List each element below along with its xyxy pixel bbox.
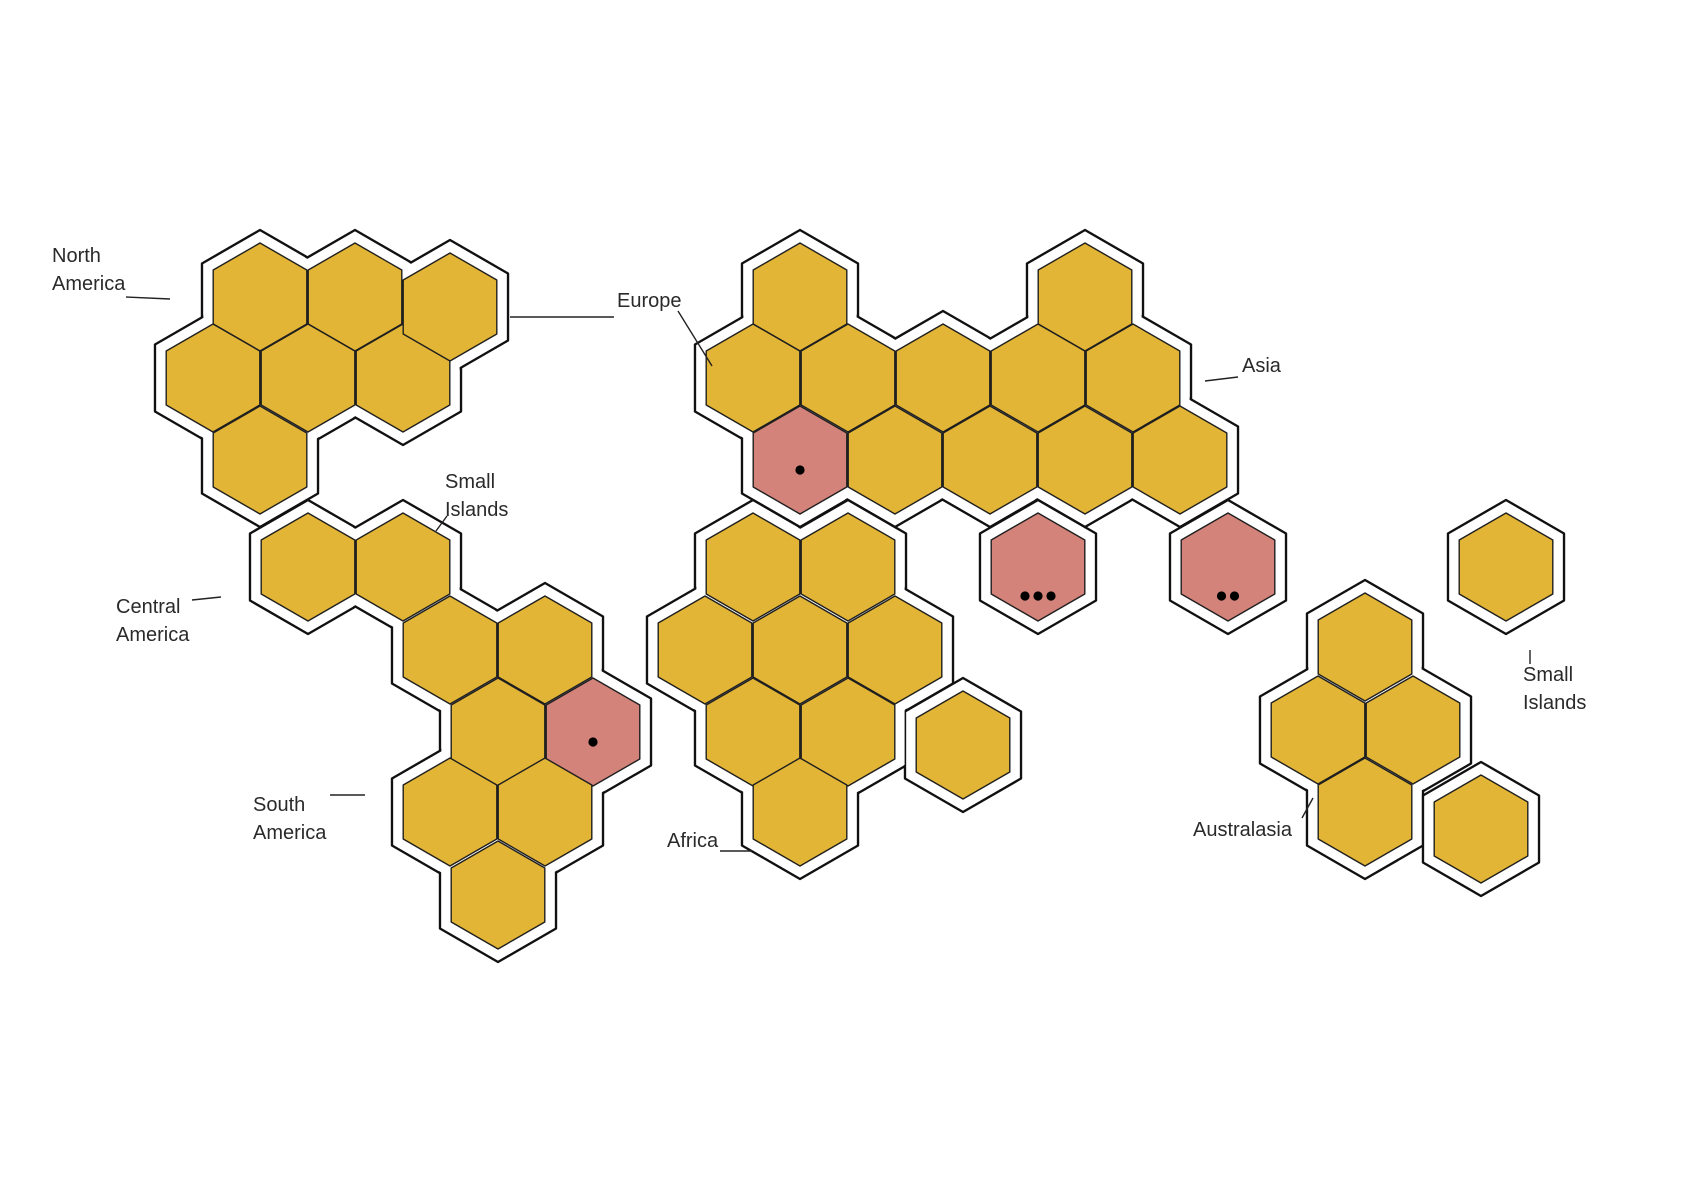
marker-dot bbox=[1216, 591, 1227, 601]
hex-cell bbox=[355, 512, 451, 622]
highlighted-hex-cell bbox=[752, 405, 848, 515]
leader-line-layer bbox=[125, 296, 1531, 852]
marker-dot bbox=[795, 465, 805, 475]
region-label-north-america: North America bbox=[52, 245, 126, 295]
hex-cell bbox=[942, 405, 1038, 515]
marker-dot-layer bbox=[588, 465, 1240, 747]
region-label-asia: Asia bbox=[1242, 355, 1282, 377]
hex-cell bbox=[847, 595, 943, 705]
region-label-line: Australasia bbox=[1193, 819, 1293, 841]
hex-cell bbox=[497, 757, 593, 867]
region-label-line: Europe bbox=[617, 290, 682, 312]
hex-cell bbox=[260, 323, 356, 433]
hex-cell bbox=[705, 512, 801, 622]
hex-cell bbox=[705, 323, 801, 433]
hex-cell bbox=[1365, 675, 1461, 785]
hex-cell bbox=[1085, 323, 1181, 433]
hex-cell bbox=[1433, 774, 1529, 884]
leader-line bbox=[125, 296, 171, 300]
marker-dot bbox=[1020, 591, 1030, 601]
region-label-line: America bbox=[116, 624, 190, 646]
region-label-line: Islands bbox=[445, 499, 508, 521]
hex-cell bbox=[450, 840, 546, 950]
region-label-line: Central bbox=[116, 596, 180, 618]
marker-dot bbox=[1033, 591, 1043, 601]
marker-dot bbox=[1046, 591, 1056, 601]
region-label-line: Africa bbox=[667, 830, 719, 852]
region-label-australasia: Australasia bbox=[1193, 819, 1293, 841]
hex-cell bbox=[752, 757, 848, 867]
hex-cell bbox=[1270, 675, 1366, 785]
highlighted-hex-cell bbox=[545, 677, 641, 787]
region-label-line: South bbox=[253, 794, 305, 816]
hex-cell bbox=[800, 512, 896, 622]
hex-cell bbox=[402, 252, 498, 362]
hex-cell bbox=[915, 690, 1011, 800]
region-label-line: Small bbox=[1523, 664, 1573, 686]
highlighted-hex-cell bbox=[1180, 512, 1276, 622]
hex-cell bbox=[1317, 757, 1413, 867]
region-label-line: America bbox=[52, 273, 126, 295]
hex-cell bbox=[212, 405, 308, 515]
leader-line bbox=[435, 515, 448, 532]
marker-dot bbox=[1229, 591, 1240, 601]
leader-line bbox=[677, 310, 713, 367]
region-label-line: Islands bbox=[1523, 692, 1586, 714]
region-label-line: Small bbox=[445, 471, 495, 493]
highlighted-hex-cell bbox=[990, 512, 1086, 622]
region-label-europe: Europe bbox=[617, 290, 682, 312]
marker-dot bbox=[588, 737, 598, 747]
hex-cell bbox=[800, 677, 896, 787]
hex-cell bbox=[165, 323, 261, 433]
region-label-small-islands-pacific: Small Islands bbox=[1523, 664, 1586, 714]
leader-line bbox=[1204, 376, 1239, 382]
hex-cell bbox=[1458, 512, 1554, 622]
hex-cell bbox=[497, 595, 593, 705]
hex-cell bbox=[800, 323, 896, 433]
region-label-line: North bbox=[52, 245, 101, 267]
region-label-line: Asia bbox=[1242, 355, 1282, 377]
region-label-south-america: South America bbox=[253, 794, 327, 844]
hex-cell bbox=[1132, 405, 1228, 515]
hex-cell bbox=[752, 595, 848, 705]
hex-cell bbox=[1317, 592, 1413, 702]
region-label-africa: Africa bbox=[667, 830, 719, 852]
hex-cell bbox=[1037, 405, 1133, 515]
region-label-layer: North America Europe Asia Small Islands Centra… bbox=[52, 245, 1586, 852]
leader-line bbox=[191, 596, 222, 601]
hex-cell bbox=[260, 512, 356, 622]
leader-line bbox=[1301, 797, 1314, 819]
region-label-small-islands-caribbean: Small Islands bbox=[445, 471, 508, 521]
region-label-central-america: Central America bbox=[116, 596, 190, 646]
hex-cell bbox=[847, 405, 943, 515]
hex-cell bbox=[402, 595, 498, 705]
hex-cell bbox=[402, 757, 498, 867]
hex-cell bbox=[657, 595, 753, 705]
hex-cell-layer bbox=[165, 242, 1554, 950]
region-label-line: America bbox=[253, 822, 327, 844]
hex-cell bbox=[990, 323, 1086, 433]
hex-cell bbox=[895, 323, 991, 433]
